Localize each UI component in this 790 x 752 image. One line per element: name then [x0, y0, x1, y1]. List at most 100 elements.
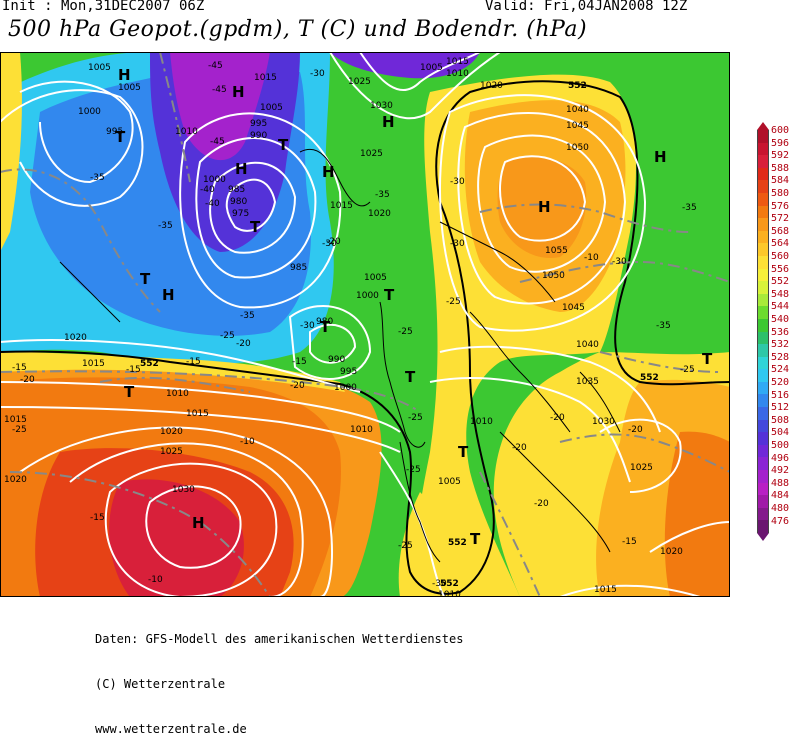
- pressure-label: 985: [228, 185, 245, 195]
- pressure-label: 1025: [360, 149, 383, 159]
- temp-label: -30: [450, 177, 465, 187]
- pressure-label: 1020: [368, 209, 391, 219]
- center-label: T: [115, 128, 126, 146]
- temp-label: -35: [240, 311, 255, 321]
- temp-label: -15: [90, 513, 105, 523]
- legend-swatch: [757, 331, 769, 345]
- temp-label: -15: [12, 363, 27, 373]
- legend-swatch: [757, 419, 769, 433]
- pressure-label: 1015: [594, 585, 617, 595]
- pressure-label: 1030: [172, 485, 195, 495]
- legend-value: 532: [771, 339, 790, 351]
- weather-map: H H T H H T T T H H T H T T T T T H T H: [0, 52, 730, 597]
- temp-label: -45: [208, 61, 223, 71]
- legend-swatch: [757, 507, 769, 521]
- pressure-label: 1050: [566, 143, 589, 153]
- legend-swatch: [757, 407, 769, 420]
- legend-top-arrow: [757, 122, 769, 130]
- temp-label: -30: [300, 321, 315, 331]
- footer: Daten: GFS-Modell des amerikanischen Wet…: [95, 602, 463, 752]
- legend-value: 528: [771, 351, 790, 363]
- pressure-label: 1015: [186, 409, 209, 419]
- legend-swatch: [757, 155, 769, 168]
- temp-label: -35: [90, 173, 105, 183]
- legend-swatch: [757, 306, 769, 319]
- pressure-label: 1015: [82, 359, 105, 369]
- temp-label: -15: [292, 357, 307, 367]
- pressure-label: 1025: [348, 77, 371, 87]
- center-label: T: [458, 443, 469, 461]
- legend-value: 548: [771, 288, 790, 300]
- pressure-label: 1015: [254, 73, 277, 83]
- height-labels: 552 552 552 552 552: [140, 81, 659, 589]
- legend-value: 524: [771, 364, 790, 376]
- field-north-cold: [330, 52, 480, 79]
- height-label: 552: [448, 538, 467, 548]
- color-legend: [757, 122, 769, 541]
- temp-label: -35: [656, 321, 671, 331]
- temp-label: -20: [534, 499, 549, 509]
- contour-552: [0, 80, 730, 595]
- pressure-label: 1020: [480, 81, 503, 91]
- legend-value: 496: [771, 452, 790, 464]
- legend-value: 540: [771, 314, 790, 325]
- footer-copyright: (C) Wetterzentrale: [95, 677, 226, 691]
- temp-label: -20: [326, 237, 341, 247]
- pressure-label: 1025: [630, 463, 653, 473]
- pressure-label: 1030: [370, 101, 393, 111]
- pressure-label: 1015: [446, 57, 469, 67]
- pressure-label: 1015: [4, 415, 27, 425]
- field-sw-edge: [0, 352, 345, 392]
- pressure-label: 995: [106, 127, 123, 137]
- pressure-label: 990: [250, 131, 267, 141]
- pressure-label: 975: [232, 209, 249, 219]
- legend-value: 488: [771, 477, 790, 489]
- legend-swatch: [757, 281, 769, 294]
- pressure-label: 985: [290, 263, 307, 273]
- legend-swatch: [757, 205, 769, 219]
- temp-label: -40: [205, 199, 220, 209]
- temp-label: -25: [680, 365, 695, 375]
- legend-swatch: [757, 293, 769, 307]
- pressure-label: 1010: [166, 389, 189, 399]
- legend-swatch: [757, 218, 769, 231]
- legend-value: 572: [771, 213, 790, 225]
- legend-value: 600: [771, 125, 790, 136]
- center-label: H: [322, 163, 335, 181]
- temp-label: -45: [212, 85, 227, 95]
- legend-value: 592: [771, 150, 790, 162]
- center-label: H: [538, 198, 551, 216]
- pressure-label: 1005: [118, 83, 141, 93]
- legend-value: 520: [771, 377, 790, 388]
- coastlines: [59, 148, 621, 563]
- pressure-label: 1040: [566, 105, 589, 115]
- legend-swatch: [757, 482, 769, 496]
- pressure-label: 980: [230, 197, 247, 207]
- pressure-label: 1010: [350, 425, 373, 435]
- legend-swatch: [757, 180, 769, 193]
- pressure-label: 1045: [562, 303, 585, 313]
- legend-value: 568: [771, 225, 790, 237]
- pressure-label: 1025: [160, 447, 183, 457]
- legend-value: 552: [771, 276, 790, 288]
- center-label: T: [702, 350, 713, 368]
- legend-value: 536: [771, 326, 790, 338]
- temp-label: -25: [408, 413, 423, 423]
- center-label: H: [162, 286, 175, 304]
- legend-bottom-arrow: [757, 533, 769, 541]
- pressure-label: 1005: [88, 63, 111, 73]
- legend-swatch: [757, 268, 769, 282]
- center-label: T: [140, 270, 151, 288]
- pressure-label: 1000: [356, 291, 379, 301]
- temp-label: -15: [622, 537, 637, 547]
- center-label: H: [382, 113, 395, 131]
- legend-value: 492: [771, 465, 790, 477]
- valid-time: Valid: Fri,04JAN2008 12Z: [485, 0, 688, 14]
- center-label: T: [384, 286, 395, 304]
- field-left-warm: [0, 52, 22, 252]
- temp-label: -25: [398, 541, 413, 551]
- temp-label: -20: [290, 381, 305, 391]
- legend-swatch: [757, 495, 769, 508]
- legend-value: 512: [771, 402, 790, 414]
- height-label: 552: [140, 359, 159, 369]
